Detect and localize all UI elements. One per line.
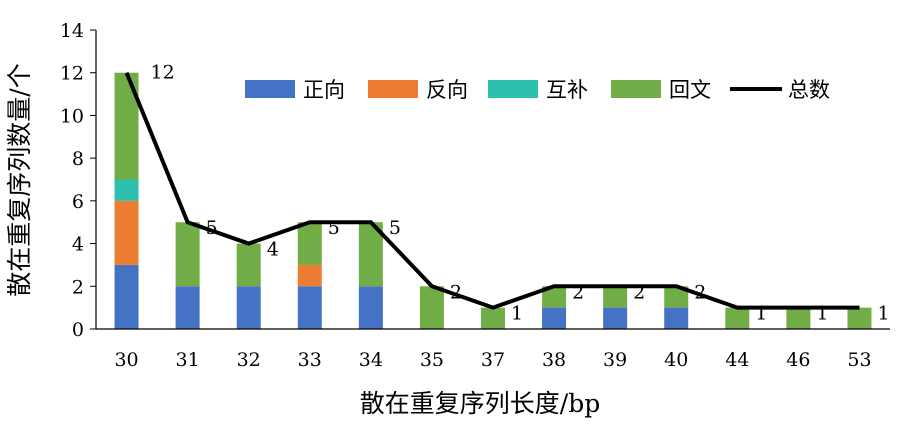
total-data-label: 2 [450, 281, 462, 303]
y-tick-label: 2 [72, 276, 84, 298]
bar-segment [114, 200, 139, 265]
total-line [124, 71, 860, 310]
bar-segment [236, 243, 261, 287]
legend-label: 总数 [788, 78, 830, 102]
x-tick-label: 33 [298, 349, 322, 371]
bar-segment [419, 286, 444, 329]
bar-segment [236, 286, 261, 329]
bar-segment [725, 307, 750, 329]
bar-segment [114, 179, 139, 201]
y-tick-label: 6 [72, 191, 84, 213]
x-tick-label: 34 [359, 349, 383, 371]
x-tick-label: 38 [542, 349, 566, 371]
total-data-label: 2 [633, 281, 645, 303]
legend-swatch [611, 80, 661, 98]
legend: 正向 反向 互补 回文 总数 [245, 78, 830, 102]
legend-label: 正向 [303, 78, 345, 102]
x-tick-label: 53 [847, 349, 871, 371]
y-tick-label: 0 [72, 319, 84, 341]
total-data-label: 1 [816, 303, 828, 325]
total-data-label: 1 [511, 303, 523, 325]
legend-swatch [368, 80, 418, 98]
x-tick-label: 30 [114, 349, 138, 371]
total-data-label: 5 [328, 217, 340, 239]
total-data-label: 2 [572, 281, 584, 303]
y-tick-label: 10 [60, 105, 84, 127]
total-data-label: 1 [877, 303, 889, 325]
x-tick-label: 44 [725, 349, 749, 371]
bar-segment [175, 222, 200, 287]
y-tick-label: 12 [60, 63, 84, 85]
bar-segment [114, 264, 139, 329]
legend-swatch [488, 80, 538, 98]
x-tick-label: 35 [420, 349, 444, 371]
bar-segment [114, 72, 139, 180]
bar-segment [542, 286, 567, 308]
total-series-line [124, 71, 860, 310]
legend-swatch [245, 80, 295, 98]
total-data-label: 1 [755, 303, 767, 325]
bar-segment [847, 307, 872, 329]
x-axis-title: 散在重复序列长度/bp [360, 389, 600, 418]
y-tick-label: 8 [72, 148, 84, 170]
bar-segment [175, 286, 200, 329]
y-axis-title: 散在重复序列数量/个 [5, 63, 34, 296]
bar-segment [664, 286, 689, 308]
total-data-label: 12 [151, 62, 175, 84]
bar-segment [297, 286, 322, 329]
bar-segment [603, 307, 628, 329]
total-data-label: 5 [206, 217, 218, 239]
bars [114, 72, 872, 329]
bar-segment [786, 307, 811, 329]
x-axis-ticks: 30 31 32 33 34 35 37 38 39 40 44 46 53 [114, 349, 871, 371]
x-tick-label: 31 [176, 349, 200, 371]
y-tick-label: 14 [60, 20, 84, 42]
bar-segment [297, 222, 322, 265]
x-tick-label: 39 [603, 349, 627, 371]
y-axis-ticks: 0 2 4 6 8 10 12 14 [60, 20, 96, 341]
bar-segment [297, 264, 322, 287]
total-data-label: 4 [267, 239, 279, 261]
x-tick-label: 46 [786, 349, 810, 371]
bar-segment [664, 307, 689, 329]
legend-label: 回文 [669, 78, 711, 102]
x-tick-label: 40 [664, 349, 688, 371]
bar-segment [603, 286, 628, 308]
legend-label: 反向 [426, 78, 468, 102]
total-data-label: 5 [389, 217, 401, 239]
axes [95, 30, 890, 330]
x-tick-label: 37 [481, 349, 505, 371]
bar-segment [481, 307, 505, 329]
legend-label: 互补 [546, 78, 588, 102]
bar-segment [542, 307, 567, 329]
y-tick-label: 4 [72, 234, 84, 256]
total-data-label: 2 [694, 281, 706, 303]
bar-segment [358, 286, 383, 329]
x-tick-label: 32 [237, 349, 261, 371]
